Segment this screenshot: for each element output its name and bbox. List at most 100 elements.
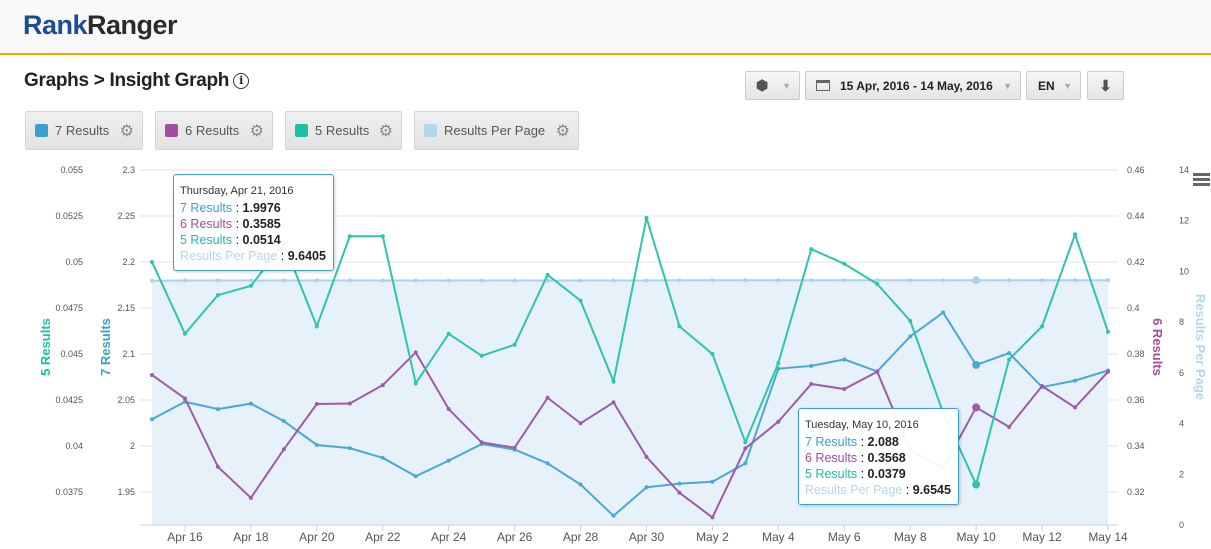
data-point [380,278,385,283]
series-line-results-per-page [151,279,1108,282]
y-tick-label: 0.0425 [55,395,83,405]
download-button[interactable]: ⬇ [1087,71,1124,100]
data-point [644,278,649,283]
data-point [380,234,385,239]
view-dropdown[interactable]: ⬢ ▼ [745,71,800,100]
data-point [743,461,748,466]
data-point [413,278,418,283]
x-tick-label: Apr 26 [497,530,533,544]
data-point [677,490,682,495]
tooltip-apr-21: Thursday, Apr 21, 2016 7 Results : 1.997… [173,174,334,271]
data-point [446,278,451,283]
y-tick-label: 0.46 [1127,165,1145,175]
data-point [215,293,220,298]
x-tick-label: Apr 18 [233,530,269,544]
data-point [611,278,616,283]
data-point [512,278,517,283]
data-point [1040,278,1045,283]
data-point [1073,232,1078,237]
data-point [248,283,253,288]
data-point [347,234,352,239]
data-point [512,445,517,450]
data-point [578,482,583,487]
data-point [809,247,814,252]
gear-icon[interactable]: ⚙ [555,122,570,140]
data-point [809,363,814,368]
data-point [281,419,286,424]
y-tick-label: 0.0475 [55,303,83,313]
tooltip-may-10: Tuesday, May 10, 2016 7 Results : 2.088 … [798,408,959,505]
data-point [545,461,550,466]
data-point [908,318,913,323]
legend-6-results[interactable]: 6 Results ⚙ [155,111,273,150]
data-point [347,446,352,451]
rankranger-logo[interactable]: RankRanger [23,10,178,40]
data-point [150,259,154,264]
data-point [644,485,649,490]
y-axis-title: 5 Results [38,318,53,376]
x-tick-label: May 6 [828,530,861,544]
date-range-picker[interactable]: 15 Apr, 2016 - 14 May, 2016 ▼ [805,71,1021,100]
data-point [710,515,715,520]
data-point [1040,384,1045,389]
y-tick-label: 1.95 [117,487,135,497]
data-point [743,278,748,283]
legend-5-results[interactable]: 5 Results ⚙ [285,111,402,150]
data-point [1073,378,1078,383]
data-point [1007,278,1012,283]
data-point [842,387,847,392]
gear-icon[interactable]: ⚙ [249,122,264,140]
data-point [314,324,319,329]
data-point [215,407,220,412]
data-point [875,278,880,283]
y-tick-label: 0.0525 [55,211,83,221]
data-point [545,395,550,400]
data-point [150,372,154,377]
data-point [908,278,913,283]
data-point [710,351,715,356]
gear-icon[interactable]: ⚙ [378,122,393,140]
data-point [644,454,649,459]
x-tick-label: Apr 28 [563,530,599,544]
data-point [479,353,484,358]
y-tick-label: 2.3 [122,165,135,175]
y-tick-label: 2.1 [122,349,135,359]
data-point [875,282,880,287]
y-tick-label: 0.045 [60,349,83,359]
data-point [446,407,451,412]
x-tick-label: Apr 24 [431,530,467,544]
cube-icon: ⬢ [756,77,769,93]
legend-results-per-page[interactable]: Results Per Page ⚙ [414,111,579,150]
data-point [578,298,583,303]
legend-7-results[interactable]: 7 Results ⚙ [25,111,143,150]
data-point [611,513,616,518]
gear-icon[interactable]: ⚙ [119,122,134,140]
data-point [710,479,715,484]
rpp-area [152,280,1108,525]
data-point [1073,405,1078,410]
data-point [611,379,616,384]
color-swatch [295,124,308,137]
data-point [150,278,154,283]
y-tick-label: 0.44 [1127,211,1145,221]
top-bar: RankRanger [0,0,1211,55]
data-point [347,278,352,283]
data-point [281,278,286,283]
data-point [182,396,187,401]
download-icon: ⬇ [1099,77,1112,95]
data-point [248,401,253,406]
y-tick-label: 10 [1179,266,1189,276]
data-point [578,278,583,283]
data-point [578,421,583,426]
color-swatch [35,124,48,137]
data-point [1040,324,1045,329]
x-tick-label: May 10 [956,530,996,544]
language-dropdown[interactable]: EN ▼ [1026,71,1081,100]
data-point [941,310,946,315]
chart-menu-icon[interactable] [1193,173,1210,188]
data-point [215,278,220,283]
data-point [413,350,418,355]
y-tick-label: 0.34 [1127,441,1145,451]
info-icon[interactable]: i [233,73,250,89]
